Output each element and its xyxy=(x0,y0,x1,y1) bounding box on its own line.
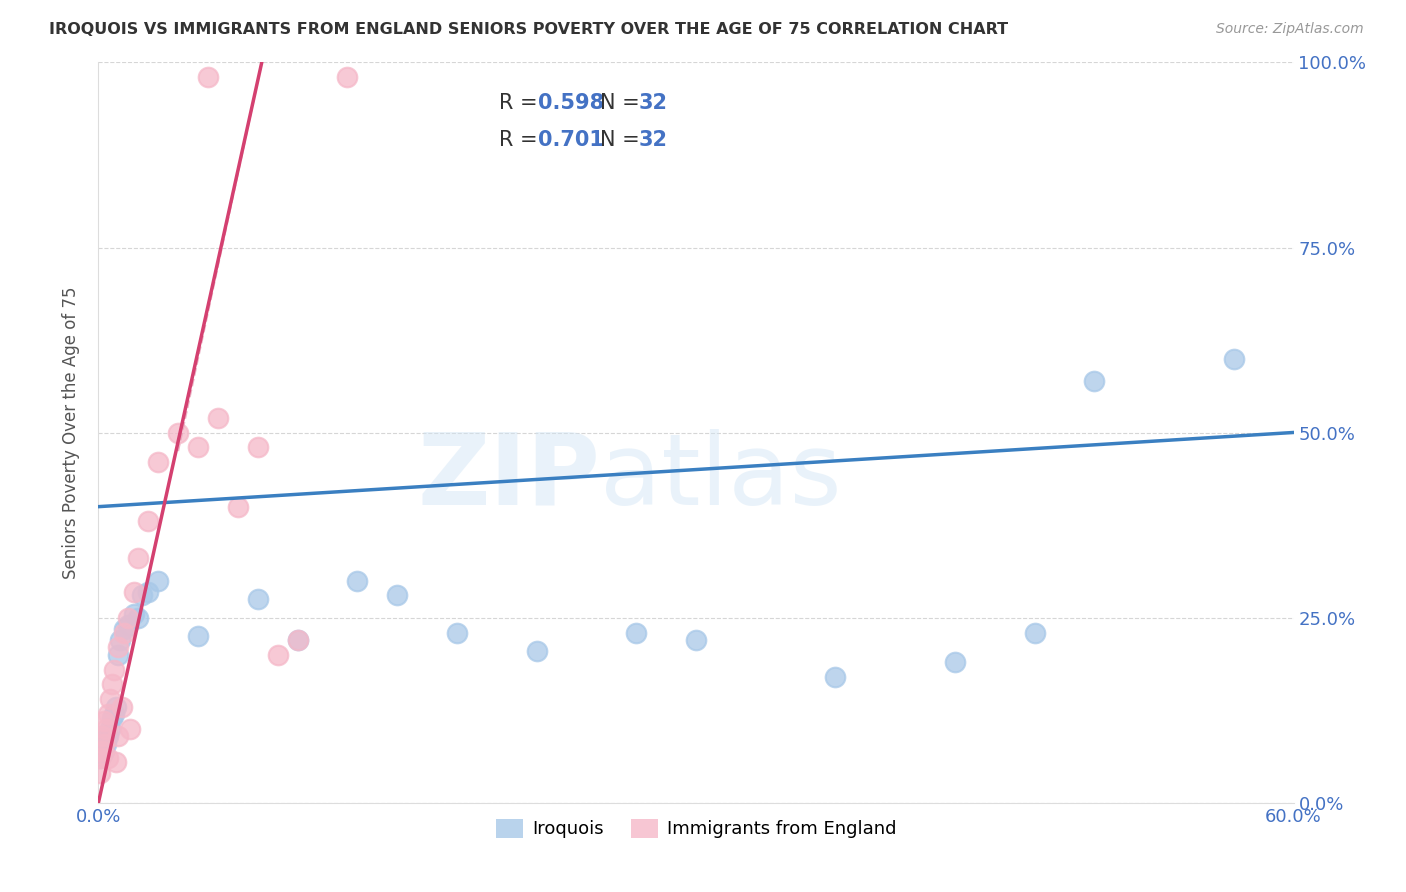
Point xyxy=(101,711,124,725)
Point xyxy=(197,70,219,85)
Point xyxy=(131,589,153,603)
Text: atlas: atlas xyxy=(600,428,842,525)
Point xyxy=(103,706,125,721)
Point xyxy=(526,644,548,658)
Point xyxy=(167,425,190,440)
Point xyxy=(111,699,134,714)
Point xyxy=(127,610,149,624)
Point xyxy=(626,625,648,640)
Point xyxy=(89,766,111,780)
Point xyxy=(943,655,966,669)
Legend: Iroquois, Immigrants from England: Iroquois, Immigrants from England xyxy=(488,812,904,846)
Point xyxy=(117,618,139,632)
Point xyxy=(110,632,132,647)
Point xyxy=(127,551,149,566)
Point xyxy=(187,441,209,455)
Point xyxy=(117,610,139,624)
Point xyxy=(103,663,125,677)
Point xyxy=(120,722,142,736)
Point xyxy=(98,722,122,736)
Point xyxy=(93,714,115,729)
Point xyxy=(107,648,129,662)
Point xyxy=(226,500,249,514)
Point xyxy=(112,625,135,640)
Point xyxy=(124,584,146,599)
Point xyxy=(207,410,229,425)
Point xyxy=(124,607,146,621)
Point xyxy=(136,584,159,599)
Text: N =: N = xyxy=(600,130,647,150)
Point xyxy=(287,632,309,647)
Point xyxy=(136,515,159,529)
Point xyxy=(187,629,209,643)
Point xyxy=(97,729,120,743)
Point xyxy=(105,699,128,714)
Point xyxy=(1083,374,1105,388)
Point xyxy=(246,592,269,607)
Point xyxy=(287,632,309,647)
Point xyxy=(96,737,118,751)
Point xyxy=(91,729,114,743)
Text: 0.701: 0.701 xyxy=(538,130,605,150)
Point xyxy=(96,722,118,736)
Point xyxy=(1223,351,1246,366)
Text: Source: ZipAtlas.com: Source: ZipAtlas.com xyxy=(1216,22,1364,37)
Point xyxy=(89,751,111,765)
Point xyxy=(89,751,111,765)
Point xyxy=(148,455,170,469)
Point xyxy=(1024,625,1046,640)
Text: R =: R = xyxy=(499,93,544,113)
Text: ZIP: ZIP xyxy=(418,428,600,525)
Point xyxy=(824,670,846,684)
Point xyxy=(246,441,269,455)
Point xyxy=(93,737,115,751)
Point xyxy=(336,70,359,85)
Point xyxy=(97,751,120,765)
Point xyxy=(91,744,114,758)
Point xyxy=(112,622,135,636)
Point xyxy=(346,574,368,588)
Point xyxy=(446,625,468,640)
Point xyxy=(91,747,114,762)
Y-axis label: Seniors Poverty Over the Age of 75: Seniors Poverty Over the Age of 75 xyxy=(62,286,80,579)
Text: N =: N = xyxy=(600,93,647,113)
Text: IROQUOIS VS IMMIGRANTS FROM ENGLAND SENIORS POVERTY OVER THE AGE OF 75 CORRELATI: IROQUOIS VS IMMIGRANTS FROM ENGLAND SENI… xyxy=(49,22,1008,37)
Point xyxy=(107,640,129,655)
Point xyxy=(685,632,707,647)
Text: 32: 32 xyxy=(638,130,668,150)
Text: 32: 32 xyxy=(638,93,668,113)
Point xyxy=(97,706,120,721)
Point xyxy=(93,744,115,758)
Text: 0.598: 0.598 xyxy=(538,93,605,113)
Text: R =: R = xyxy=(499,130,544,150)
Point xyxy=(107,729,129,743)
Point xyxy=(148,574,170,588)
Point xyxy=(101,677,124,691)
Point xyxy=(385,589,409,603)
Point xyxy=(267,648,290,662)
Point xyxy=(98,692,122,706)
Point xyxy=(105,755,128,769)
